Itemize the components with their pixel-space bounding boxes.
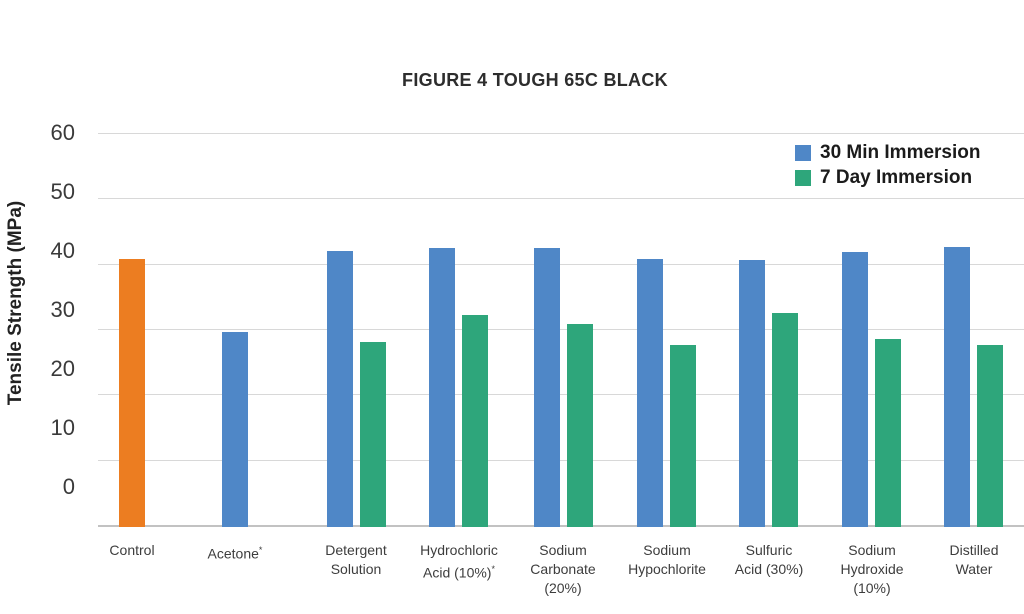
x-axis-label-acetone: Acetone* — [207, 545, 263, 562]
bar-sodium-hypochlorite-30-min — [637, 259, 663, 527]
x-axis-label-hydrochloric-acid-10: Hydrochloric Acid (10%)* — [420, 542, 498, 581]
bar-hydrochloric-acid-10-30-min — [429, 248, 455, 527]
gridline-20 — [98, 394, 1024, 395]
y-tick-label-30: 30 — [50, 297, 75, 322]
legend-swatch-30-min-icon — [795, 145, 811, 161]
x-axis-label-sodium-carbonate-20: Sodium Carbonate (20%) — [530, 542, 596, 596]
legend-item-7-day-immersion: 7 Day Immersion — [795, 167, 981, 188]
gridline-30 — [98, 329, 1024, 330]
y-tick-label-0: 0 — [62, 474, 75, 499]
bar-detergent-solution-7-day — [360, 342, 386, 527]
legend-label-7-day: 7 Day Immersion — [820, 167, 973, 188]
bar-distilled-water-30-min — [944, 247, 970, 527]
x-axis-label-control: Control — [109, 542, 155, 558]
bar-control — [119, 259, 145, 527]
legend-swatch-7-day-icon — [795, 170, 811, 186]
y-tick-label-20: 20 — [50, 356, 75, 381]
y-tick-label-40: 40 — [50, 238, 75, 263]
bar-sulfuric-acid-30-30-min — [739, 260, 765, 527]
chart-title: FIGURE 4 TOUGH 65C BLACK — [402, 70, 668, 90]
y-tick-label-10: 10 — [50, 415, 75, 440]
gridline-50 — [98, 198, 1024, 199]
legend-label-30-min: 30 Min Immersion — [820, 142, 981, 163]
x-axis-label-distilled-water: Distilled Water — [949, 542, 999, 577]
bar-acetone — [222, 332, 248, 527]
y-tick-label-50: 50 — [50, 179, 75, 204]
y-tick-label-60: 60 — [50, 120, 75, 145]
bar-sulfuric-acid-30-7-day — [772, 313, 798, 527]
bar-distilled-water-7-day — [977, 345, 1003, 527]
gridline-40 — [98, 264, 1024, 265]
bar-detergent-solution-30-min — [327, 251, 353, 527]
x-axis-line — [98, 525, 1024, 527]
x-axis-label-sodium-hydroxide-10: Sodium Hydroxide (10%) — [840, 542, 904, 596]
bar-hydrochloric-acid-10-7-day — [462, 315, 488, 527]
bar-sodium-hydroxide-10-7-day — [875, 339, 901, 527]
legend-item-30-min-immersion: 30 Min Immersion — [795, 142, 981, 163]
x-axis-label-sodium-hypochlorite: Sodium Hypochlorite — [628, 542, 706, 577]
legend: 30 Min Immersion 7 Day Immersion — [795, 142, 981, 193]
bar-sodium-hypochlorite-7-day — [670, 345, 696, 527]
x-axis-label-sulfuric-acid-30: Sulfuric Acid (30%) — [734, 542, 804, 577]
bar-sodium-hydroxide-10-30-min — [842, 252, 868, 527]
bar-sodium-carbonate-20-7-day — [567, 324, 593, 527]
x-axis-label-detergent-solution: Detergent Solution — [325, 542, 387, 577]
gridline-60 — [98, 133, 1024, 134]
gridline-10 — [98, 460, 1024, 461]
bar-sodium-carbonate-20-30-min — [534, 248, 560, 527]
